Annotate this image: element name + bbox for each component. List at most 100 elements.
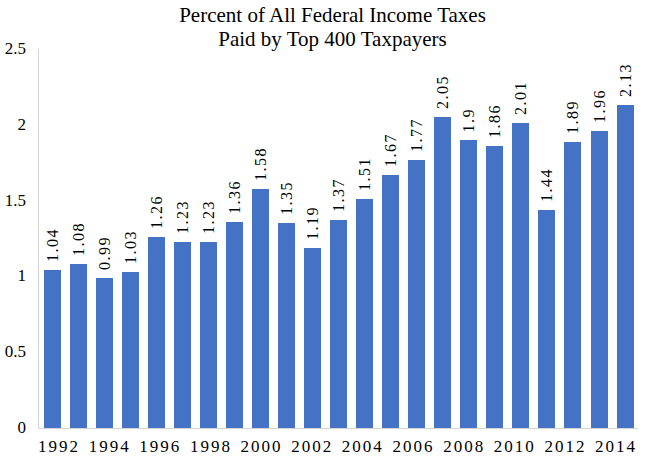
bar: [591, 131, 608, 428]
x-axis-slot: 2006: [392, 437, 434, 457]
x-axis-slot: 1992: [38, 437, 80, 457]
x-axis-tick-label: 1996: [139, 437, 181, 457]
bar-slot: 2.01: [508, 49, 534, 428]
bar: [356, 199, 373, 428]
bar-slot: 1.67: [378, 49, 404, 428]
bar-value-label: 1.23: [200, 200, 217, 234]
bar-slot: 1.96: [586, 49, 612, 428]
bar-value-label: 1.86: [486, 104, 503, 138]
bar-value-label: 1.03: [122, 230, 139, 264]
chart-title-line2: Paid by Top 400 Taxpayers: [33, 27, 632, 51]
bar: [44, 270, 61, 428]
bar-value-label: 2.01: [512, 81, 529, 115]
x-axis: 1992199419961998200020022004200620082010…: [38, 437, 637, 457]
y-axis-tick-label: 1: [0, 266, 26, 286]
bar: [617, 105, 634, 428]
x-axis-slot: 2000: [241, 437, 283, 457]
bar: [96, 278, 113, 428]
x-axis-slot: 1998: [190, 437, 232, 457]
chart-title-line1: Percent of All Federal Income Taxes: [33, 3, 632, 27]
x-axis-slot: 2002: [291, 437, 333, 457]
bar-value-label: 1.19: [304, 206, 321, 240]
x-axis-slot: [80, 437, 89, 457]
x-axis-slot: [586, 437, 595, 457]
bar-slot: 1.26: [143, 49, 169, 428]
bar-value-label: 1.51: [356, 157, 373, 191]
bar: [486, 146, 503, 428]
y-axis-tick-label: 0.5: [0, 342, 26, 362]
bar-slot: 1.37: [326, 49, 352, 428]
bar-slot: 1.51: [352, 49, 378, 428]
x-axis-tick-label: 2010: [494, 437, 536, 457]
bar-slot: 1.35: [273, 49, 299, 428]
bar-value-label: 1.58: [252, 147, 269, 181]
bar-value-label: 1.26: [148, 195, 165, 229]
bar-slot: 1.23: [169, 49, 195, 428]
x-axis-slot: 2010: [494, 437, 536, 457]
x-axis-slot: [434, 437, 443, 457]
bar-value-label: 1.89: [564, 100, 581, 134]
bar: [252, 189, 269, 429]
bar-value-label: 1.67: [382, 133, 399, 167]
bar: [200, 242, 217, 429]
bar-value-label: 0.99: [96, 236, 113, 270]
bar-value-label: 1.04: [44, 228, 61, 262]
bar-slot: 1.86: [482, 49, 508, 428]
bar-slot: 1.04: [39, 49, 65, 428]
x-axis-tick-label: 2008: [443, 437, 485, 457]
x-axis-tick-label: 1992: [38, 437, 80, 457]
chart-title: Percent of All Federal Income Taxes Paid…: [33, 3, 632, 51]
bar-slot: 1.23: [195, 49, 221, 428]
x-axis-slot: [131, 437, 140, 457]
bar: [434, 117, 451, 428]
bar-slot: 1.89: [560, 49, 586, 428]
bar-slot: 0.99: [91, 49, 117, 428]
bar-slot: 1.19: [299, 49, 325, 428]
bar-slot: 2.13: [612, 49, 638, 428]
y-axis-tick-label: 0: [0, 418, 26, 438]
x-axis-slot: 1996: [139, 437, 181, 457]
bar-slot: 1.36: [221, 49, 247, 428]
bar-slot: 2.05: [430, 49, 456, 428]
x-axis-tick-label: 1998: [190, 437, 232, 457]
x-axis-slot: [536, 437, 545, 457]
plot-area: 1.041.080.991.031.261.231.231.361.581.35…: [38, 49, 638, 429]
bar-value-label: 1.77: [408, 118, 425, 152]
bar-slot: 1.58: [247, 49, 273, 428]
bar-value-label: 1.37: [330, 178, 347, 212]
bar: [382, 175, 399, 428]
bar-slot: 1.08: [65, 49, 91, 428]
x-axis-tick-label: 1994: [89, 437, 131, 457]
x-axis-slot: [232, 437, 241, 457]
bar-value-label: 2.13: [617, 63, 634, 97]
bar-slot: 1.9: [456, 49, 482, 428]
x-axis-tick-label: 2002: [291, 437, 333, 457]
bar: [538, 210, 555, 428]
bar: [564, 142, 581, 429]
bar: [174, 242, 191, 429]
y-axis-tick-label: 2.5: [0, 39, 26, 59]
bar-slot: 1.03: [117, 49, 143, 428]
bar: [304, 248, 321, 428]
bar-value-label: 1.08: [70, 222, 87, 256]
x-axis-tick-label: 2012: [544, 437, 586, 457]
x-axis-slot: 2014: [595, 437, 637, 457]
x-axis-slot: [485, 437, 494, 457]
x-axis-slot: [384, 437, 393, 457]
bar: [460, 140, 477, 428]
bar: [122, 272, 139, 428]
bar-value-label: 2.05: [434, 75, 451, 109]
x-axis-slot: [181, 437, 190, 457]
bar-value-label: 1.35: [278, 181, 295, 215]
x-axis-slot: 1994: [89, 437, 131, 457]
bar: [226, 222, 243, 428]
x-axis-slot: [333, 437, 342, 457]
bar-chart: Percent of All Federal Income Taxes Paid…: [0, 0, 649, 465]
bar-slot: 1.77: [404, 49, 430, 428]
bar-value-label: 1.9: [460, 108, 477, 133]
bar-value-label: 1.96: [591, 89, 608, 123]
x-axis-slot: [283, 437, 292, 457]
bar-value-label: 1.23: [174, 200, 191, 234]
x-axis-slot: 2008: [443, 437, 485, 457]
x-axis-tick-label: 2006: [392, 437, 434, 457]
